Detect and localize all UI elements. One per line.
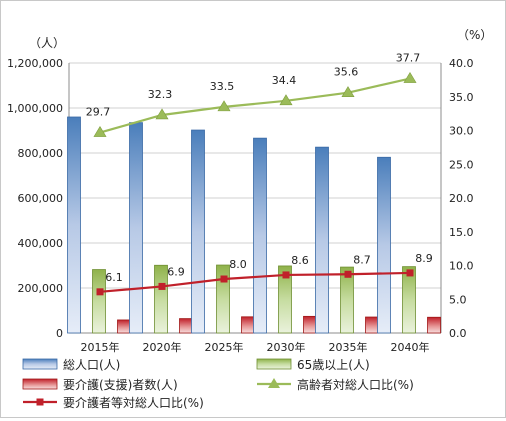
care-recipients-bar [365, 316, 379, 334]
care-ratio-data-label: 8.7 [353, 253, 371, 266]
category-label: 2035年 [329, 340, 368, 354]
right-tick-label: 0.0 [449, 327, 467, 340]
right-tick-label: 5.0 [449, 293, 467, 306]
aged-ratio-marker [279, 94, 293, 106]
legend-label: 要介護(支援)者数(人) [63, 377, 178, 392]
age65-plus-bar [92, 269, 106, 334]
care-ratio-marker [96, 288, 104, 296]
age65-plus-bar [154, 264, 168, 334]
legend-marker [36, 398, 44, 406]
total-population-bar [315, 146, 329, 334]
care-ratio-data-label: 8.9 [415, 252, 433, 265]
care-ratio-data-label: 6.9 [167, 265, 185, 278]
aged-ratio-data-label: 32.3 [148, 88, 173, 101]
aged-ratio-data-label: 34.4 [272, 74, 297, 87]
total-population-bar [377, 156, 391, 334]
right-tick-label: 30.0 [449, 125, 474, 138]
legend-label: 高齢者対総人口比(%) [297, 377, 414, 392]
right-tick-label: 40.0 [449, 57, 474, 70]
legend-label: 65歳以上(人) [297, 358, 370, 372]
legend-swatch [22, 358, 58, 370]
legend-aged-ratio: 高齢者対総人口比(%) [257, 377, 414, 392]
care-ratio-marker [158, 282, 166, 290]
legend-marker [268, 378, 280, 388]
total-population-bar [253, 137, 267, 334]
care-recipients-bar [179, 318, 193, 334]
aged-ratio-marker [155, 108, 169, 120]
care-ratio-marker [282, 271, 290, 279]
legend-label: 総人口(人) [63, 358, 120, 372]
age65-plus-bar [216, 264, 230, 334]
care-recipients-bar [427, 316, 441, 334]
age65-plus-bar [402, 266, 416, 334]
care-recipients-bar [117, 319, 131, 334]
left-tick-label: 800,000 [18, 147, 64, 160]
legend-swatch [256, 358, 292, 370]
care-ratio-marker [406, 269, 414, 277]
category-label: 2015年 [81, 340, 120, 354]
left-axis-unit: （人） [29, 36, 65, 50]
care-ratio-data-label: 8.6 [291, 254, 309, 267]
legend-age65-plus: 65歳以上(人) [256, 358, 370, 372]
total-population-bar [129, 122, 143, 334]
aged-ratio-data-label: 29.7 [86, 106, 111, 119]
left-tick-label: 600,000 [18, 192, 64, 205]
category-label: 2025年 [205, 340, 244, 354]
total-population-bar [191, 129, 205, 334]
total-population-bar [67, 116, 81, 334]
right-tick-label: 15.0 [449, 226, 474, 239]
right-axis-unit: （%） [457, 28, 492, 42]
legend-total-population: 総人口(人) [22, 358, 120, 372]
category-label: 2030年 [267, 340, 306, 354]
care-recipients-bar [241, 316, 255, 334]
aged-ratio-data-label: 37.7 [396, 52, 421, 65]
right-tick-label: 35.0 [449, 91, 474, 104]
category-label: 2020年 [143, 340, 182, 354]
left-tick-label: 1,200,000 [7, 57, 63, 70]
legend-swatch [22, 378, 58, 390]
aged-ratio-marker [403, 71, 417, 83]
right-tick-label: 20.0 [449, 192, 474, 205]
aged-ratio-data-label: 33.5 [210, 80, 235, 93]
care-ratio-marker [344, 270, 352, 278]
care-ratio-marker [220, 275, 228, 283]
aged-ratio-line [99, 77, 411, 134]
category-label: 2040年 [391, 340, 430, 354]
right-tick-label: 25.0 [449, 158, 474, 171]
left-tick-label: 1,000,000 [7, 102, 63, 115]
left-tick-label: 0 [56, 327, 63, 340]
care-ratio-line [99, 271, 411, 293]
care-ratio-data-label: 8.0 [229, 258, 247, 271]
legend-care-recipients: 要介護(支援)者数(人) [22, 377, 178, 392]
aged-ratio-marker [341, 86, 355, 97]
age65-plus-bar [278, 265, 292, 334]
age65-plus-bar [340, 266, 354, 334]
aged-ratio-marker [93, 125, 107, 137]
care-recipients-bar [303, 315, 317, 334]
left-tick-label: 400,000 [18, 237, 64, 250]
legend-care-ratio: 要介護者等対総人口比(%) [23, 395, 204, 410]
aged-ratio-data-label: 35.6 [334, 66, 359, 79]
legend-label: 要介護者等対総人口比(%) [63, 395, 204, 410]
right-tick-label: 10.0 [449, 260, 474, 273]
care-ratio-data-label: 6.1 [105, 271, 123, 284]
aged-ratio-marker [217, 100, 231, 112]
left-tick-label: 200,000 [18, 282, 64, 295]
